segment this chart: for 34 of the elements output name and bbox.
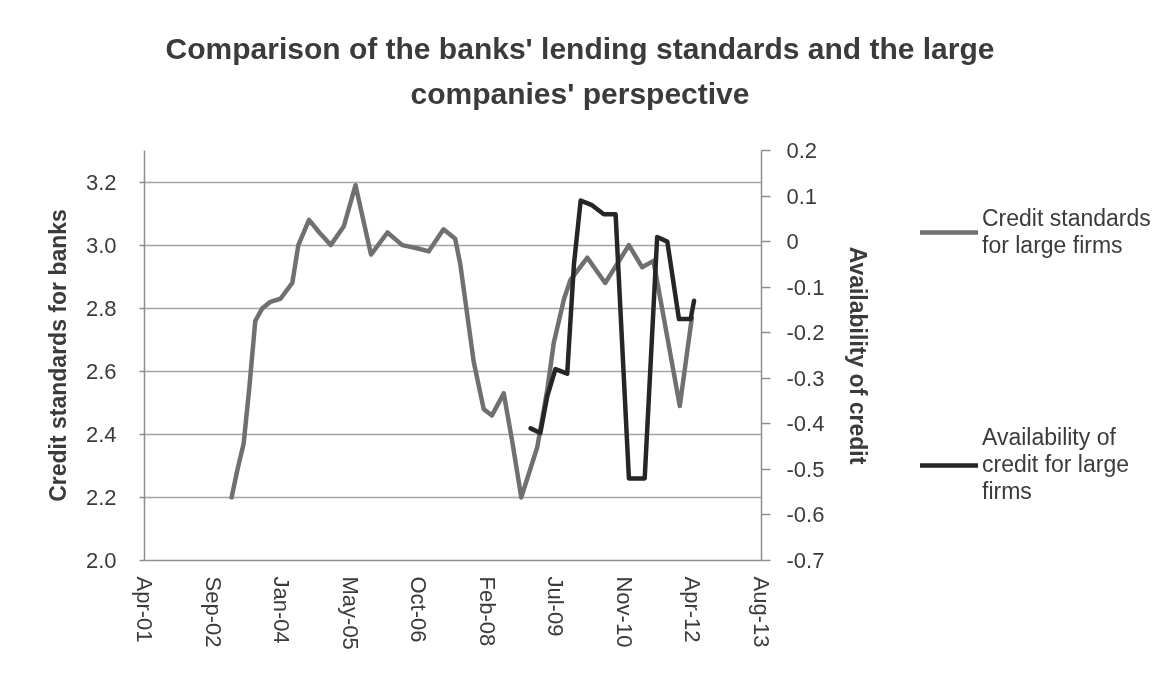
y2-tick-label: -0.1 bbox=[786, 274, 825, 300]
x-tick-label: Feb-08 bbox=[474, 576, 500, 647]
line-series bbox=[229, 182, 695, 500]
y2-tick-label: -0.2 bbox=[786, 320, 825, 346]
x-tick-label: Apr-12 bbox=[680, 576, 706, 643]
y-axis-title: Credit standards for banks bbox=[44, 209, 71, 502]
y-tick-label: 2.0 bbox=[85, 548, 117, 573]
y2-tick-label: -0.4 bbox=[786, 411, 825, 437]
y-tick-label: 3.0 bbox=[85, 232, 117, 258]
y2-tick-label: 0.1 bbox=[786, 183, 818, 209]
y2-tick-label: -0.5 bbox=[786, 456, 825, 482]
legend-label: Availability of credit for large firms bbox=[982, 424, 1130, 505]
x-tick-label: Aug-13 bbox=[749, 576, 774, 648]
x-tick-label: Nov-10 bbox=[611, 576, 637, 648]
y2-axis-title: Availability of credit bbox=[845, 246, 872, 465]
y-tick-label: 2.6 bbox=[85, 358, 117, 384]
x-tick-label: Apr-01 bbox=[132, 576, 157, 643]
y-tick-label: 2.4 bbox=[85, 421, 117, 447]
y2-tick-label: 0.2 bbox=[786, 138, 818, 163]
x-tick-label: Oct-06 bbox=[406, 576, 432, 643]
y2-tick-label: 0 bbox=[786, 229, 799, 255]
y2-tick-label: -0.7 bbox=[786, 548, 825, 573]
y-tick-label: 2.2 bbox=[85, 484, 117, 510]
chart-title: Comparison of the banks' lending standards and the large companies' perspective bbox=[164, 31, 996, 112]
y2-tick-label: -0.3 bbox=[786, 365, 825, 391]
y-tick-label: 2.8 bbox=[85, 295, 117, 321]
line-series bbox=[528, 198, 697, 481]
x-tick-label: Jul-09 bbox=[543, 576, 569, 637]
y-tick-label: 3.2 bbox=[85, 169, 117, 195]
x-tick-label: May-05 bbox=[337, 576, 363, 650]
y2-tick-label: -0.6 bbox=[786, 502, 825, 528]
x-tick-label: Sep-02 bbox=[200, 576, 226, 648]
x-tick-label: Jan-04 bbox=[269, 576, 295, 644]
legend-label: Credit standards for large firms bbox=[982, 205, 1151, 259]
